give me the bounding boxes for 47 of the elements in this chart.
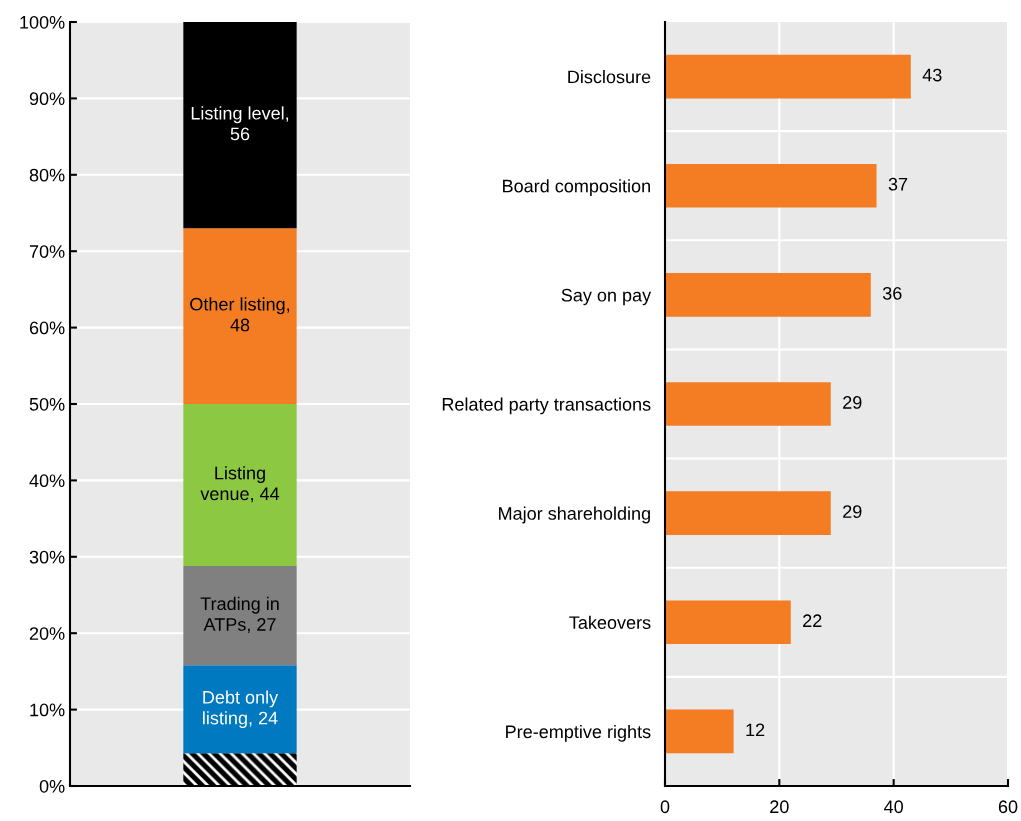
y-tick-label: 80% — [29, 168, 65, 182]
bar — [665, 54, 911, 99]
y-tick-label: Takeovers — [569, 615, 651, 630]
x-tick-label: 0 — [660, 800, 670, 814]
y-tick-label: 0% — [39, 779, 65, 793]
y-tick-label: Major shareholding — [499, 506, 650, 524]
y-tick-label: 70% — [29, 245, 65, 258]
data-label: 12 — [746, 723, 765, 737]
data-label: 22 — [803, 614, 822, 627]
bar — [665, 491, 831, 535]
bar — [183, 565, 297, 666]
bar — [665, 163, 877, 208]
y-tick-label: Pre-emptive rights — [506, 724, 651, 742]
bar — [183, 753, 297, 786]
data-label: 29 — [843, 505, 862, 518]
bar — [183, 404, 297, 566]
bar — [665, 273, 871, 317]
y-tick-label: 50% — [29, 397, 65, 411]
annotation: Debt only listing, 24 — [203, 690, 279, 729]
bar — [665, 382, 831, 426]
y-tick-label: Say on pay — [561, 288, 652, 306]
data-label: 29 — [843, 396, 862, 409]
y-tick-label: 100% — [20, 15, 65, 29]
annotation: Other listing, 48 — [190, 297, 290, 332]
y-tick-label: Board composition — [503, 179, 650, 196]
y-tick-label: 30% — [29, 550, 65, 564]
y-tick-label: 90% — [29, 92, 65, 106]
data-label: 43 — [922, 68, 942, 82]
x-tick-label: 60 — [998, 800, 1018, 814]
annotation: Trading in ATPs, 27 — [200, 596, 279, 633]
bar — [183, 228, 297, 404]
bar — [183, 665, 297, 754]
y-tick-label: 20% — [29, 627, 65, 640]
annotation: Listing venue, 44 — [200, 466, 280, 503]
data-label: 37 — [888, 177, 908, 191]
x-tick-label: 20 — [770, 800, 789, 814]
x-tick-label: 40 — [884, 800, 903, 814]
y-tick-label: 10% — [30, 703, 65, 717]
bar — [665, 600, 791, 645]
y-tick-label: 60% — [29, 321, 65, 335]
bar — [665, 709, 734, 754]
y-tick-label: 40% — [29, 474, 65, 488]
y-tick-label: Related party transactions — [442, 397, 651, 415]
annotation: Listing level, 56 — [191, 106, 289, 141]
y-tick-label: Disclosure — [568, 70, 651, 84]
bar — [183, 22, 297, 229]
data-label: 36 — [882, 286, 902, 300]
